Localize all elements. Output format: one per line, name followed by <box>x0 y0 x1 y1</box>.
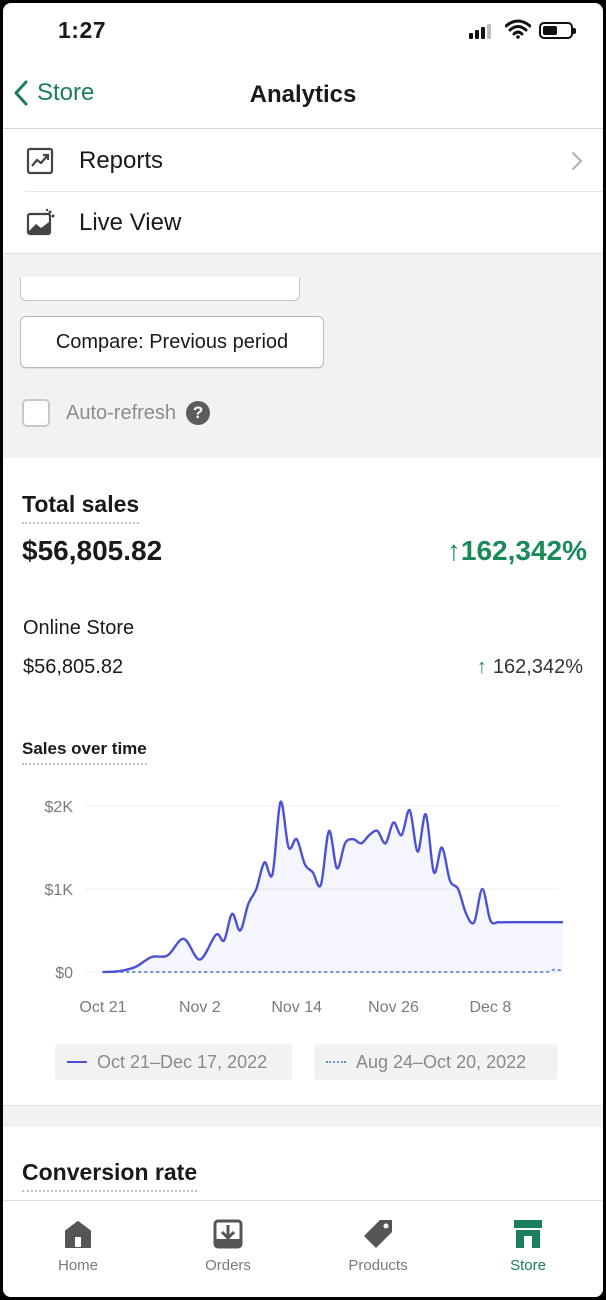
tab-label: Home <box>57 1257 98 1274</box>
navigation-bar: Store Analytics <box>3 59 603 129</box>
analytics-controls: Compare: Previous period Auto-refresh ? <box>3 253 603 458</box>
y-tick-label: $0 <box>55 965 73 982</box>
menu-item-live-view[interactable]: Live View <box>3 192 603 254</box>
compare-button[interactable]: Compare: Previous period <box>20 316 324 368</box>
menu-item-label: Live View <box>79 209 182 236</box>
products-icon <box>364 1220 392 1248</box>
battery-icon <box>539 22 576 39</box>
tab-orders[interactable]: Orders <box>153 1201 303 1297</box>
chevron-left-icon <box>14 80 28 106</box>
legend-dotted-line <box>326 1061 346 1063</box>
x-tick-label: Nov 2 <box>179 999 221 1016</box>
x-tick-label: Oct 21 <box>79 999 126 1016</box>
total-sales-title[interactable]: Total sales <box>22 491 140 524</box>
y-tick-label: $1K <box>45 882 74 899</box>
change-value: 162,342% <box>460 535 587 566</box>
live-view-icon <box>26 208 55 236</box>
tab-home[interactable]: Home <box>3 1201 153 1297</box>
auto-refresh-toggle[interactable]: Auto-refresh ? <box>22 399 211 427</box>
store-icon <box>514 1220 542 1248</box>
wifi-icon <box>505 19 531 39</box>
back-button[interactable]: Store <box>13 79 94 107</box>
x-tick-label: Nov 14 <box>271 999 322 1016</box>
series-line-current-period <box>102 800 563 974</box>
orders-icon <box>213 1219 243 1249</box>
chevron-right-icon <box>571 151 583 171</box>
tab-store[interactable]: Store <box>453 1201 603 1297</box>
legend-solid-line <box>67 1061 87 1063</box>
analytics-screen: 1:27 Store Analytics <box>3 3 603 1297</box>
tab-label: Products <box>348 1257 408 1274</box>
home-icon <box>65 1221 91 1248</box>
conversion-rate-title[interactable]: Conversion rate <box>22 1159 198 1192</box>
auto-refresh-label: Auto-refresh <box>66 401 177 424</box>
page-title: Analytics <box>249 81 357 108</box>
channel-change-value: 162,342% <box>492 656 583 678</box>
status-time: 1:27 <box>58 17 107 43</box>
reports-icon <box>26 147 54 175</box>
series-line-previous-period <box>102 968 564 974</box>
arrow-up-icon: ↑ <box>446 535 461 566</box>
x-tick-label: Dec 8 <box>469 999 511 1016</box>
channel-change: ↑ 162,342% <box>477 656 583 679</box>
total-sales-value: $56,805.82 <box>22 535 163 566</box>
x-tick-label: Nov 26 <box>368 999 419 1016</box>
tab-label: Store <box>510 1257 546 1274</box>
date-range-button[interactable] <box>20 277 300 301</box>
tab-products[interactable]: Products <box>303 1201 453 1297</box>
channel-value: $56,805.82 <box>23 656 124 678</box>
tab-label: Orders <box>205 1257 251 1274</box>
total-sales-card: Total sales $56,805.82 ↑162,342% Online … <box>3 459 603 1105</box>
divider <box>25 191 603 192</box>
tab-bar: Home Orders Products Store <box>3 1200 603 1297</box>
status-bar: 1:27 <box>3 3 603 59</box>
legend-label: Aug 24–Oct 20, 2022 <box>356 1051 527 1072</box>
sales-over-time-chart[interactable]: $2K $1K $0 Oct 21 Nov 2 Nov 14 Nov 26 Dec 8 <box>3 779 603 1019</box>
legend-current-period[interactable]: Oct 21–Dec 17, 2022 <box>55 1044 292 1080</box>
channel-name: Online Store <box>23 617 135 639</box>
signal-icon <box>469 23 493 39</box>
menu-item-label: Reports <box>79 147 164 174</box>
back-button-label: Store <box>37 79 95 106</box>
sales-area-fill <box>103 801 563 972</box>
y-tick-label: $2K <box>45 799 74 816</box>
legend-label: Oct 21–Dec 17, 2022 <box>97 1051 268 1072</box>
legend-previous-period[interactable]: Aug 24–Oct 20, 2022 <box>314 1044 558 1080</box>
section-separator <box>3 1105 603 1127</box>
help-icon[interactable]: ? <box>186 401 211 425</box>
auto-refresh-checkbox[interactable] <box>22 399 50 427</box>
total-sales-change: ↑162,342% <box>447 535 587 567</box>
conversion-rate-card: Conversion rate <box>3 1127 603 1207</box>
chart-title[interactable]: Sales over time <box>22 739 147 765</box>
arrow-up-icon: ↑ <box>476 656 487 678</box>
menu-item-reports[interactable]: Reports <box>3 130 603 192</box>
